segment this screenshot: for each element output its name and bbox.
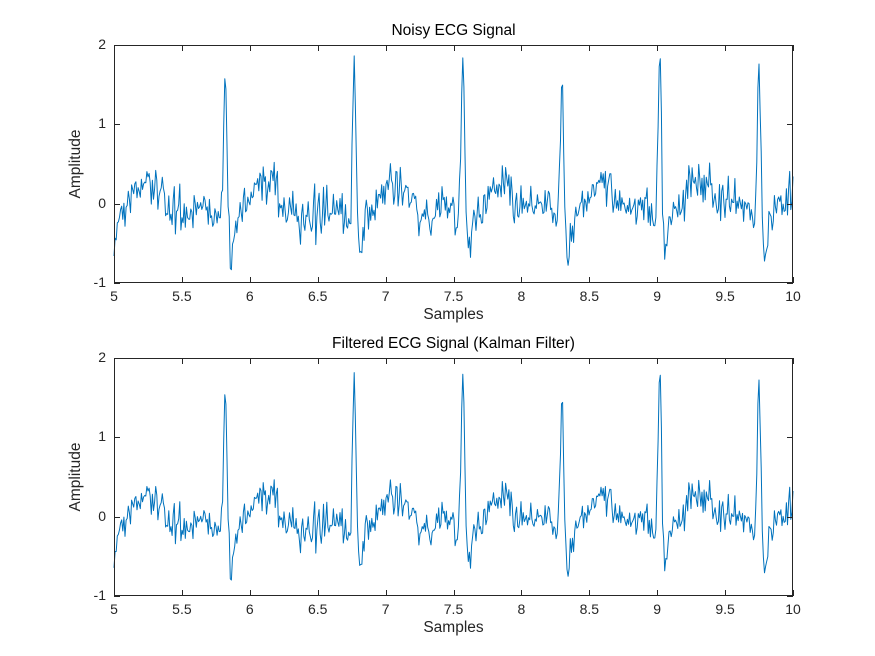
x-tick-label: 5 xyxy=(110,288,118,304)
x-tick-label: 5.5 xyxy=(172,288,192,304)
x-tick-label: 9 xyxy=(653,288,662,304)
x-tick-label: 8.5 xyxy=(579,601,600,617)
x-tick-label: 10 xyxy=(785,288,801,304)
plot2-canvas xyxy=(113,358,794,597)
y-tick-label: 0 xyxy=(98,507,106,524)
y-tick-label: -1 xyxy=(93,274,106,290)
y-tick-label: 2 xyxy=(98,36,106,52)
y-tick-label: -1 xyxy=(93,587,106,603)
plot2-y-axis-label: Amplitude xyxy=(67,442,84,512)
plot2-x-axis-label: Samples xyxy=(423,619,484,636)
plot2-title: Filtered ECG Signal (Kalman Filter) xyxy=(332,335,575,352)
plot1-y-axis-label: Amplitude xyxy=(67,129,84,199)
axes-box xyxy=(114,45,793,283)
x-tick-label: 8 xyxy=(517,288,526,304)
plot1-canvas xyxy=(113,45,794,284)
x-tick-label: 8 xyxy=(517,601,526,617)
filtered-ecg-trace xyxy=(113,372,794,581)
noisy-ecg-trace xyxy=(113,55,794,271)
y-tick-label: 1 xyxy=(98,115,106,132)
x-tick-label: 8.5 xyxy=(579,288,600,304)
plot1-x-axis-label: Samples xyxy=(423,306,484,323)
x-tick-label: 9.5 xyxy=(715,601,735,617)
x-tick-label: 6.5 xyxy=(307,601,328,617)
x-tick-label: 5 xyxy=(110,601,118,617)
x-tick-label: 7 xyxy=(381,288,390,304)
x-tick-label: 6 xyxy=(245,288,254,304)
x-tick-label: 5.5 xyxy=(172,601,192,617)
y-tick-label: 0 xyxy=(98,194,106,211)
x-tick-label: 9 xyxy=(653,601,662,617)
axes-box xyxy=(114,358,793,596)
y-tick-label: 1 xyxy=(98,428,106,445)
x-tick-label: 9.5 xyxy=(715,288,735,304)
x-tick-label: 10 xyxy=(785,601,801,617)
x-tick-label: 7.5 xyxy=(443,601,464,617)
plot1-title: Noisy ECG Signal xyxy=(391,22,516,39)
x-tick-label: 6 xyxy=(245,601,254,617)
y-tick-label: 2 xyxy=(98,349,106,365)
x-tick-label: 6.5 xyxy=(307,288,328,304)
x-tick-label: 7 xyxy=(381,601,390,617)
x-tick-label: 7.5 xyxy=(443,288,464,304)
